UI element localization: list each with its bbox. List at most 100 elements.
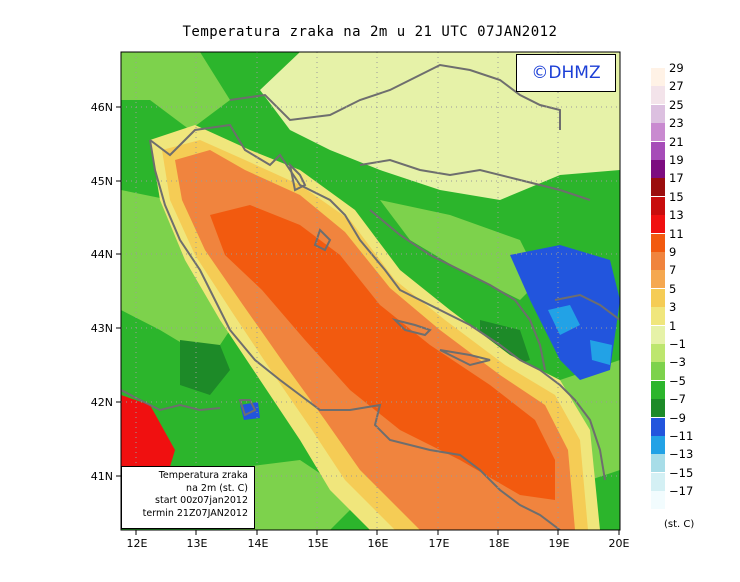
legend-label: −9 — [669, 410, 686, 425]
legend-unit: (st. C) — [664, 519, 695, 530]
legend-label: −15 — [669, 465, 694, 480]
legend-label: 19 — [669, 153, 684, 167]
legend-entry: −5 — [651, 374, 711, 399]
legend-entry: 3 — [651, 300, 711, 326]
legend-entry: −9 — [651, 411, 711, 436]
legend-entry: −15 — [651, 466, 711, 491]
legend-swatch — [651, 417, 665, 436]
legend-swatch — [651, 141, 665, 160]
legend-entry: 5 — [651, 282, 711, 307]
legend-label: 29 — [669, 61, 684, 75]
x-tick-label: 13E — [187, 537, 208, 550]
legend-label: 3 — [669, 300, 677, 315]
legend-entry: 17 — [651, 171, 711, 197]
legend-label: −13 — [669, 447, 694, 462]
legend-swatch — [651, 68, 665, 86]
legend-label: 17 — [669, 171, 684, 186]
axis-ticks — [116, 106, 620, 535]
y-tick-label: 46N — [91, 101, 113, 114]
legend-label: −1 — [669, 337, 686, 351]
legend-swatch — [651, 123, 665, 142]
legend-swatch — [651, 491, 665, 510]
legend-label: −3 — [669, 355, 686, 370]
legend-entry: 27 — [651, 79, 711, 105]
info-line: termin 21Z07JAN2012 — [142, 507, 248, 519]
info-line: Temperatura zraka — [158, 470, 248, 481]
legend-entry: 1 — [651, 319, 711, 344]
graticule — [121, 52, 620, 530]
coastline-and-borders — [121, 63, 620, 530]
legend-swatch — [651, 454, 665, 473]
legend-swatch — [651, 436, 665, 454]
legend-swatch — [651, 325, 665, 344]
legend-label: 9 — [669, 245, 677, 259]
legend-label: 7 — [669, 263, 677, 278]
legend-swatch — [651, 307, 665, 326]
legend-label: −17 — [669, 484, 694, 499]
legend-entry: −3 — [651, 355, 711, 381]
y-tick-label: 42N — [91, 396, 113, 409]
x-tick-label: 18E — [489, 537, 510, 550]
info-line: start 00z07jan2012 — [155, 495, 248, 506]
legend-swatch — [651, 160, 665, 178]
x-tick-label: 16E — [368, 537, 389, 550]
legend-label: 21 — [669, 134, 684, 149]
legend-entry: 7 — [651, 263, 711, 289]
legend-label: 25 — [669, 97, 684, 112]
x-tick-label: 14E — [248, 537, 269, 550]
y-tick-label: 43N — [91, 322, 113, 335]
legend-entry: 13 — [651, 208, 711, 234]
legend-swatch — [651, 252, 665, 270]
legend-label: 13 — [669, 208, 684, 223]
legend-entry: 29 — [651, 61, 711, 86]
legend-label: 11 — [669, 226, 684, 241]
legend-entry: 11 — [651, 227, 711, 252]
dhmz-logo: ©DHMZ — [516, 54, 616, 92]
legend-entry: 15 — [651, 190, 711, 215]
legend-entry: 19 — [651, 153, 711, 178]
legend-label: 1 — [669, 318, 677, 333]
legend-swatch — [651, 178, 665, 197]
legend-entry: 21 — [651, 135, 711, 160]
legend-entry: −7 — [651, 392, 711, 418]
legend-entry: 23 — [651, 116, 711, 142]
legend-swatch — [651, 344, 665, 362]
temperature-field — [121, 52, 620, 530]
legend-swatch — [651, 233, 665, 252]
legend-entry: −1 — [651, 337, 711, 362]
x-tick-label: 20E — [609, 537, 630, 550]
legend-swatch — [651, 399, 665, 418]
legend-swatch — [651, 215, 665, 234]
legend-swatch — [651, 86, 665, 105]
legend-entry: 25 — [651, 98, 711, 123]
info-line: na 2m (st. C) — [186, 482, 248, 494]
legend-swatch — [651, 196, 665, 215]
legend-entry: −13 — [651, 447, 711, 473]
legend-swatch — [651, 270, 665, 289]
map-title: Temperatura zraka na 2m u 21 UTC 07JAN20… — [182, 24, 558, 40]
x-tick-label: 15E — [308, 537, 329, 550]
x-tick-label: 12E — [127, 537, 148, 550]
legend-label: 5 — [669, 281, 677, 296]
legend-label: 15 — [669, 189, 684, 204]
y-tick-label: 41N — [91, 470, 113, 483]
legend-label: −11 — [669, 429, 694, 443]
info-box: Temperatura zraka na 2m (st. C) start 00… — [121, 466, 255, 529]
y-tick-label: 44N — [91, 248, 113, 261]
legend-label: 27 — [669, 79, 684, 94]
legend-label: −7 — [669, 392, 686, 407]
legend-swatch — [651, 362, 665, 381]
legend-swatch — [651, 104, 665, 123]
legend-swatch — [651, 288, 665, 307]
x-tick-label: 17E — [429, 537, 450, 550]
legend-entry: −17 — [651, 484, 711, 510]
legend-entry: 9 — [651, 245, 711, 270]
legend-swatch — [651, 380, 665, 399]
legend-entry: −11 — [651, 429, 711, 454]
legend-label: 23 — [669, 116, 684, 131]
x-tick-label: 19E — [549, 537, 570, 550]
y-tick-label: 45N — [91, 175, 113, 188]
legend-swatch — [651, 472, 665, 491]
legend-label: −5 — [669, 373, 686, 388]
